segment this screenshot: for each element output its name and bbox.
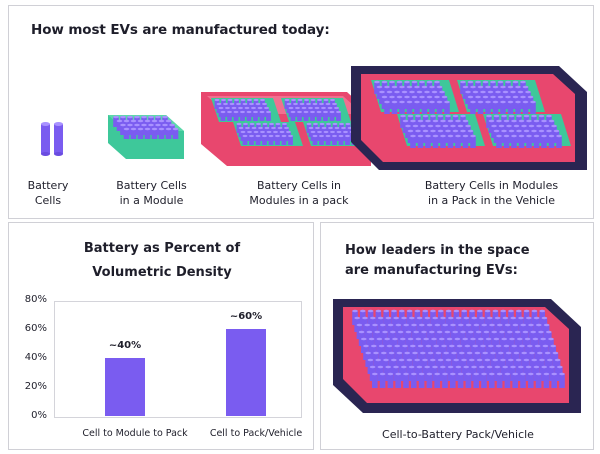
battery-module-illustration xyxy=(108,115,184,159)
x-category-label: Cell to Module to Pack xyxy=(82,428,188,439)
cell-to-pack-illustration xyxy=(333,299,581,413)
bar-data-label: ~60% xyxy=(229,311,263,322)
x-category-label: Cell to Pack/Vehicle xyxy=(209,428,303,439)
section-title: How most EVs are manufactured today: xyxy=(31,22,330,38)
manufacturing-today-panel: How most EVs are manufactured today: Bat… xyxy=(8,5,594,219)
leaders-caption: Cell-to-Battery Pack/Vehicle xyxy=(382,428,534,441)
chart-title: Battery as Percent of Volumetric Density xyxy=(83,241,241,280)
plot-area xyxy=(54,301,302,418)
bar-data-label: ~40% xyxy=(108,340,142,351)
caption-modules-in-pack: Battery Cells in Modules in a pack xyxy=(249,179,349,207)
bar xyxy=(105,358,145,416)
caption-cells-in-module: Battery Cells in a Module xyxy=(116,179,187,207)
leaders-panel: How leaders in the space are manufacturin… xyxy=(320,222,594,450)
leaders-title: How leaders in the space are manufacturin… xyxy=(345,243,530,278)
y-tick-label: 20% xyxy=(24,381,47,392)
caption-pack-in-vehicle: Battery Cells in Modules in a Pack in the… xyxy=(424,179,559,207)
caption-battery-cells: Battery Cells xyxy=(27,179,69,207)
bar xyxy=(226,329,266,416)
battery-cells-illustration xyxy=(41,122,63,156)
volumetric-density-chart-panel: Battery as Percent of Volumetric Density … xyxy=(8,222,314,450)
battery-vehicle-illustration xyxy=(351,66,587,170)
y-tick-label: 80% xyxy=(24,294,47,305)
y-tick-label: 40% xyxy=(24,352,47,363)
y-tick-label: 0% xyxy=(31,410,47,421)
y-tick-label: 60% xyxy=(24,323,47,334)
